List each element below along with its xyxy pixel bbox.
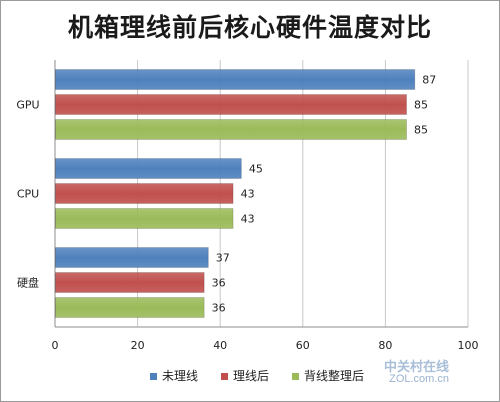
bar-1-0 — [55, 158, 242, 179]
legend-label-2: 背线整理后 — [304, 368, 364, 383]
x-tick-label-0: 0 — [52, 339, 59, 352]
x-tick-label-20: 20 — [131, 339, 145, 352]
legend-label-1: 理线后 — [233, 369, 269, 383]
bar-0-1 — [55, 94, 408, 115]
x-tick-label-40: 40 — [213, 339, 227, 352]
category-label-0: GPU — [16, 99, 39, 112]
x-tick-label-80: 80 — [378, 339, 392, 352]
x-tick-label-100: 100 — [458, 339, 479, 352]
data-label-0-0: 87 — [422, 74, 436, 87]
watermark-logo: 中关村在线 ZOL.com.cn — [384, 360, 449, 386]
data-label-1-0: 45 — [249, 163, 263, 176]
bar-1-2 — [55, 208, 234, 229]
data-label-1-2: 43 — [241, 213, 255, 226]
watermark-line2: ZOL.com.cn — [389, 373, 450, 385]
bar-2-1 — [55, 272, 205, 293]
legend-swatch-0 — [150, 373, 157, 380]
data-label-2-2: 36 — [212, 302, 226, 315]
bar-2-2 — [55, 297, 205, 318]
watermark-line1: 中关村在线 — [384, 359, 450, 374]
data-label-0-2: 85 — [414, 124, 428, 137]
legend-swatch-1 — [221, 373, 228, 380]
data-label-2-1: 36 — [212, 277, 226, 290]
data-label-0-1: 85 — [414, 99, 428, 112]
category-label-2: 硬盘 — [17, 276, 39, 290]
bar-1-1 — [55, 183, 234, 204]
legend-swatch-2 — [292, 373, 299, 380]
category-label-1: CPU — [17, 188, 39, 201]
data-label-2-0: 37 — [216, 252, 230, 265]
bar-0-0 — [55, 69, 416, 90]
bar-0-2 — [55, 119, 408, 140]
x-tick-label-60: 60 — [296, 339, 310, 352]
bar-2-0 — [55, 247, 209, 268]
legend-label-0: 未理线 — [162, 369, 198, 383]
chart-title: 机箱理线前后核心硬件温度对比 — [67, 13, 432, 42]
data-label-1-1: 43 — [241, 188, 255, 201]
